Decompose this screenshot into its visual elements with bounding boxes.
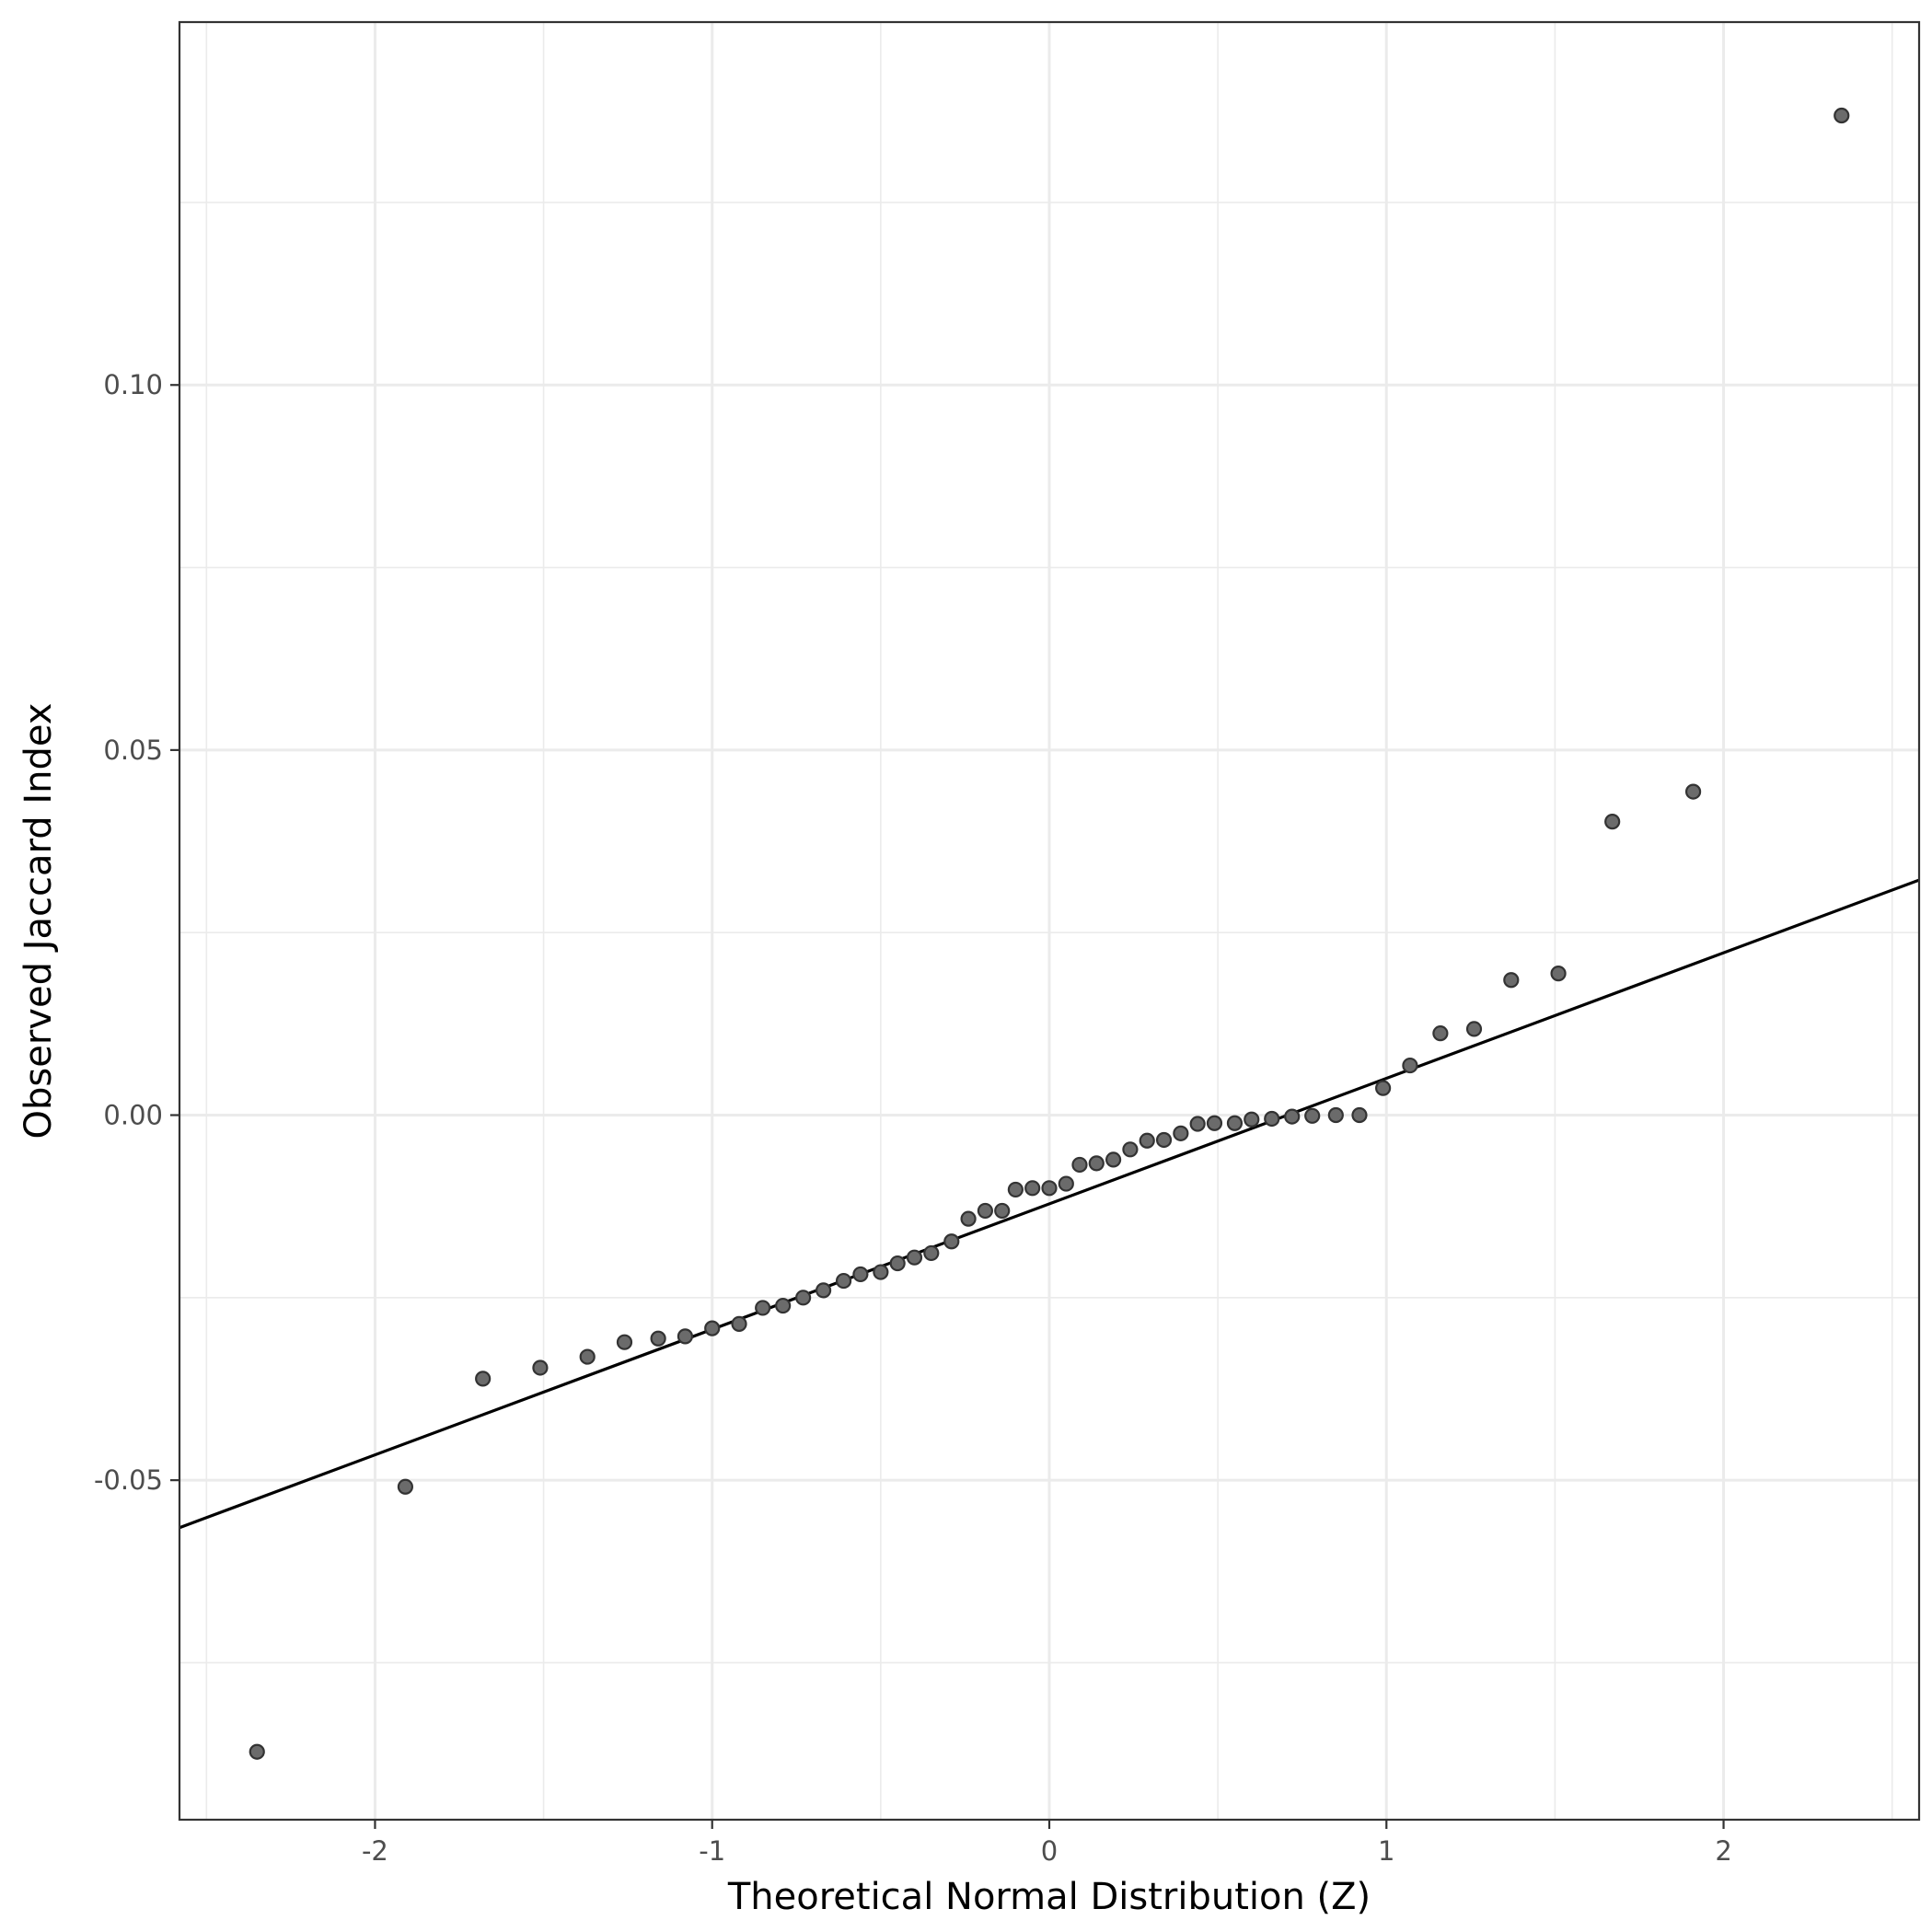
data-point [579, 1348, 596, 1365]
data-point [249, 1743, 265, 1760]
y-tick-label: 0.05 [103, 735, 163, 766]
data-point [1206, 1115, 1223, 1131]
data-point [994, 1202, 1011, 1220]
data-point [1503, 972, 1520, 989]
data-point [1088, 1155, 1105, 1172]
data-point [889, 1255, 906, 1272]
data-point [1684, 783, 1702, 800]
data-point [923, 1244, 940, 1262]
data-point [1007, 1181, 1024, 1198]
data-point [1304, 1107, 1321, 1124]
data-point [873, 1264, 889, 1280]
x-axis: -2 -1 0 1 2 [362, 1820, 1732, 1867]
data-point [1432, 1025, 1449, 1042]
data-point [1402, 1057, 1418, 1074]
data-point [1284, 1108, 1301, 1125]
data-point [1122, 1141, 1139, 1158]
y-axis: -0.05 0.00 0.05 0.10 [94, 369, 179, 1496]
data-point [475, 1371, 492, 1387]
y-tick-label: -0.05 [94, 1464, 163, 1496]
data-point [1071, 1156, 1088, 1174]
data-point [1375, 1080, 1392, 1096]
data-point [815, 1282, 832, 1299]
x-axis-title: Theoretical Normal Distribution (Z) [727, 1876, 1371, 1918]
data-point [616, 1334, 633, 1350]
x-tick-label: 1 [1378, 1835, 1394, 1867]
x-tick-label: 0 [1041, 1835, 1058, 1867]
data-point [1264, 1110, 1280, 1128]
x-tick-label: 2 [1715, 1835, 1731, 1867]
data-point [532, 1359, 549, 1376]
x-tick-label: -2 [362, 1835, 388, 1867]
y-tick-label: 0.10 [103, 369, 163, 400]
data-point [1105, 1151, 1122, 1168]
data-point [1024, 1180, 1041, 1197]
data-point [943, 1233, 960, 1250]
data-point [835, 1272, 852, 1290]
data-point [852, 1266, 869, 1283]
data-point [1604, 814, 1621, 830]
data-point [1139, 1132, 1155, 1149]
data-point [1226, 1115, 1244, 1131]
data-point [755, 1300, 771, 1316]
data-point [650, 1330, 666, 1347]
data-point [1327, 1106, 1344, 1124]
data-point [1155, 1131, 1173, 1149]
data-point [906, 1249, 923, 1266]
data-point [1041, 1180, 1058, 1197]
data-points [249, 107, 1850, 1760]
data-point [1189, 1116, 1206, 1132]
reference-line [179, 878, 1920, 1530]
data-point [731, 1315, 747, 1332]
data-point [1550, 966, 1567, 982]
data-point [960, 1210, 977, 1227]
data-point [1834, 107, 1850, 124]
data-point [1244, 1111, 1260, 1128]
data-point [704, 1320, 721, 1336]
data-point [1173, 1125, 1189, 1141]
x-tick-label: -1 [699, 1835, 725, 1867]
data-point [677, 1328, 694, 1345]
data-point [397, 1478, 414, 1495]
data-point [795, 1290, 812, 1306]
data-point [1058, 1175, 1074, 1192]
y-tick-label: 0.00 [103, 1100, 163, 1131]
data-point [775, 1297, 792, 1314]
data-point [1465, 1021, 1483, 1037]
major-gridlines [179, 22, 1919, 1820]
data-point [1351, 1106, 1368, 1124]
y-axis-title: Observed Jaccard Index [17, 703, 60, 1140]
data-point [977, 1202, 994, 1220]
reference-line-group [179, 878, 1920, 1530]
